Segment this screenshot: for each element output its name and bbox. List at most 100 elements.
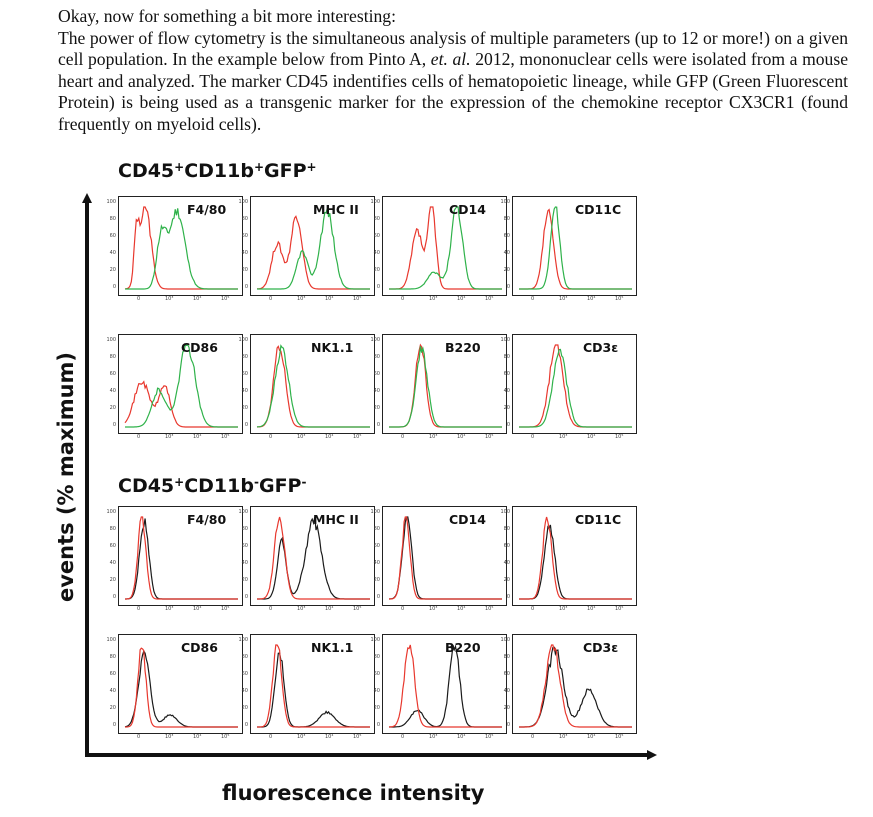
control-histogram-curve [388,644,502,728]
x-tick-label: 10⁵ [615,606,624,612]
y-tick-label: 80 [241,354,248,360]
marker-histogram-curve [124,649,238,728]
y-tick-label: 80 [241,216,248,222]
marker-histogram-curve [125,344,238,428]
control-histogram-curve [389,516,502,600]
y-tick-label: 20 [241,705,248,711]
x-tick-labels: 0 10³ 10⁴ 10⁵ [383,434,506,442]
y-axis-label: events (% maximum) [54,351,78,603]
x-tick-label: 0 [137,734,141,740]
control-histogram-curve [125,647,238,728]
y-tick-label: 60 [373,233,380,239]
marker-histogram-curve [389,346,502,428]
x-tick-label: 0 [401,606,405,612]
marker-histogram-curve [125,518,238,600]
x-tick-label: 10⁴ [325,434,334,440]
x-tick-label: 10⁵ [485,606,494,612]
y-tick-label: 80 [503,526,510,532]
control-histogram-curve [519,516,632,600]
marker-histogram-curve [519,646,632,728]
x-tick-label: 10³ [559,434,568,440]
heading2-cd11b: CD11b [184,475,254,497]
y-tick-label: 60 [241,233,248,239]
x-tick-labels: 0 10³ 10⁴ 10⁵ [513,734,636,742]
x-tick-label: 10⁴ [457,734,466,740]
x-tick-label: 10³ [297,734,306,740]
x-tick-label: 10³ [559,734,568,740]
control-histogram-curve [257,516,370,600]
y-tick-labels: 100 80 60 40 20 0 [102,635,116,733]
marker-label: MHC II [313,202,359,217]
histogram-plot [519,644,632,728]
x-tick-label: 10³ [429,434,438,440]
histogram-panel: 100 80 60 40 20 0 0 10³ 10⁴ 10⁵ B220 [370,334,507,440]
y-tick-labels: 100 80 60 40 20 0 [496,635,510,733]
x-tick-label: 10³ [297,606,306,612]
x-tick-labels: 0 10³ 10⁴ 10⁵ [513,296,636,304]
x-tick-label: 10⁵ [353,606,362,612]
intro-line-1: Okay, now for something a bit more inter… [58,6,396,26]
x-tick-label: 0 [269,606,273,612]
histogram-plot [125,516,238,600]
x-tick-label: 10⁵ [221,606,230,612]
x-tick-labels: 0 10³ 10⁴ 10⁵ [513,606,636,614]
y-tick-label: 0 [244,422,248,428]
x-tick-label: 10⁵ [615,296,624,302]
control-histogram-curve [257,644,370,728]
y-tick-label: 0 [112,284,116,290]
control-histogram-curve [519,208,632,290]
y-tick-label: 60 [503,543,510,549]
y-tick-labels: 100 80 60 40 20 0 [366,635,380,733]
x-tick-label: 10³ [165,296,174,302]
y-tick-label: 20 [109,267,116,273]
control-histogram-curve [124,206,238,290]
x-tick-label: 10³ [165,734,174,740]
histogram-panel: 100 80 60 40 20 0 0 10³ 10⁴ 10⁵ F4/80 [106,506,243,612]
histogram-panel: 100 80 60 40 20 0 0 10³ 10⁴ 10⁵ CD11C [500,506,637,612]
y-tick-label: 40 [373,388,380,394]
marker-histogram-curve [519,206,632,290]
y-tick-label: 20 [241,405,248,411]
histogram-panel: 100 80 60 40 20 0 0 10³ 10⁴ 10⁵ CD86 [106,334,243,440]
x-tick-label: 10⁵ [353,734,362,740]
y-tick-label: 20 [503,267,510,273]
x-tick-label: 0 [401,296,405,302]
y-tick-label: 60 [241,543,248,549]
y-tick-label: 0 [376,722,380,728]
y-tick-label: 100 [238,509,248,515]
y-tick-label: 40 [503,250,510,256]
y-tick-label: 40 [241,250,248,256]
marker-label: CD3ε [583,340,619,355]
histogram-plot [256,344,370,428]
x-tick-label: 0 [137,434,141,440]
y-tick-label: 20 [241,267,248,273]
x-tick-label: 10⁴ [193,734,202,740]
x-tick-label: 10⁴ [457,296,466,302]
y-tick-label: 60 [373,543,380,549]
y-tick-labels: 100 80 60 40 20 0 [366,335,380,433]
histogram-plot [124,647,238,728]
intro-body-text-2: 2012, mononuclear cells were isolated fr… [58,49,849,134]
histogram-plot [124,206,238,290]
x-tick-label: 0 [137,296,141,302]
y-tick-label: 0 [112,594,116,600]
y-tick-label: 20 [373,405,380,411]
x-tick-label: 10⁴ [587,434,596,440]
marker-histogram-curve [388,516,502,600]
x-tick-label: 10⁵ [615,734,624,740]
control-histogram-curve [519,344,632,428]
x-tick-labels: 0 10³ 10⁴ 10⁵ [251,606,374,614]
marker-label: B220 [445,340,481,355]
marker-histogram-curve [519,348,632,428]
x-tick-label: 10⁵ [485,296,494,302]
histogram-panel: 100 80 60 40 20 0 0 10³ 10⁴ 10⁵ CD3ε [500,334,637,440]
histogram-panel: 100 80 60 40 20 0 0 10³ 10⁴ 10⁵ CD11C [500,196,637,302]
x-tick-label: 10³ [297,296,306,302]
marker-label: NK1.1 [311,340,354,355]
histogram-panel: 100 80 60 40 20 0 0 10³ 10⁴ 10⁵ CD14 [370,196,507,302]
y-tick-label: 0 [506,422,510,428]
y-tick-labels: 100 80 60 40 20 0 [102,197,116,295]
marker-label: MHC II [313,512,359,527]
marker-histogram-curve [257,208,370,290]
y-tick-labels: 100 80 60 40 20 0 [102,335,116,433]
